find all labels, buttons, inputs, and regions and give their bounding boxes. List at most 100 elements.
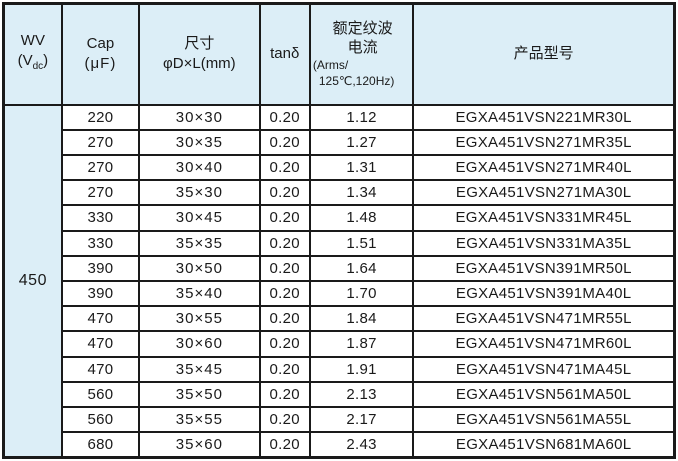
header-ripple-line4: 125℃,120Hz) xyxy=(318,74,395,89)
tan-delta-cell: 0.20 xyxy=(258,405,311,434)
ripple-current-cell: 1.12 xyxy=(308,103,415,131)
ripple-current-cell: 1.87 xyxy=(308,330,415,358)
part-number-cell: EGXA451VSN391MA40L xyxy=(412,279,676,308)
header-tan-label: tanδ xyxy=(270,45,300,63)
table-row: 470 35×45 0.20 1.91 EGXA451VSN471MA45L xyxy=(4,355,676,383)
capacitance-cell: 470 xyxy=(60,305,141,333)
ripple-current-cell: 1.64 xyxy=(308,254,415,282)
part-number-cell: EGXA451VSN271MR35L xyxy=(412,128,676,156)
capacitance-cell: 390 xyxy=(60,279,141,308)
table-row: 560 35×55 0.20 2.17 EGXA451VSN561MA55L xyxy=(4,405,676,434)
dimension-cell: 30×60 xyxy=(138,330,261,358)
ripple-current-cell: 1.34 xyxy=(308,179,415,207)
part-number-cell: EGXA451VSN471MR55L xyxy=(412,305,676,333)
capacitance-cell: 270 xyxy=(60,128,141,156)
dimension-cell: 30×55 xyxy=(138,305,261,333)
header-ripple: 额定纹波 电流 (Arms/ 125℃,120Hz) xyxy=(308,2,415,106)
table-row: 470 30×55 0.20 1.84 EGXA451VSN471MR55L xyxy=(4,305,676,333)
ripple-current-cell: 1.31 xyxy=(308,153,415,182)
header-wv-line2: (Vdc) xyxy=(17,52,49,73)
capacitance-cell: 270 xyxy=(60,179,141,207)
header-wv-line1: WV xyxy=(20,32,45,50)
table-row: 680 35×60 0.20 2.43 EGXA451VSN681MA60L xyxy=(4,431,676,459)
tan-delta-cell: 0.20 xyxy=(258,279,311,308)
table-row: 330 30×45 0.20 1.48 EGXA451VSN331MR45L xyxy=(4,204,676,232)
part-number-cell: EGXA451VSN561MA55L xyxy=(412,405,676,434)
tan-delta-cell: 0.20 xyxy=(258,254,311,282)
ripple-current-cell: 1.51 xyxy=(308,229,415,257)
header-cap-line1: Cap xyxy=(86,35,115,53)
tan-delta-cell: 0.20 xyxy=(258,128,311,156)
tan-delta-cell: 0.20 xyxy=(258,103,311,131)
dimension-cell: 30×30 xyxy=(138,103,261,131)
table-row: 450 220 30×30 0.20 1.12 EGXA451VSN221MR30L xyxy=(2,103,676,459)
ripple-current-cell: 1.84 xyxy=(308,305,415,333)
dimension-cell: 35×35 xyxy=(138,229,261,257)
header-size: 尺寸 φD×L(mm) xyxy=(138,2,261,106)
tan-delta-cell: 0.20 xyxy=(258,380,311,408)
tan-delta-cell: 0.20 xyxy=(258,305,311,333)
dimension-cell: 30×45 xyxy=(138,204,261,232)
header-model-label: 产品型号 xyxy=(513,45,574,63)
ripple-current-cell: 1.27 xyxy=(308,128,415,156)
capacitance-cell: 270 xyxy=(60,153,141,182)
dimension-cell: 35×40 xyxy=(138,279,261,308)
wv-voltage-cell: 450 xyxy=(2,103,63,459)
tan-delta-cell: 0.20 xyxy=(258,431,311,459)
table-row: 270 30×35 0.20 1.27 EGXA451VSN271MR35L xyxy=(4,128,676,156)
dimension-cell: 35×55 xyxy=(138,405,261,434)
table-row: 270 30×40 0.20 1.31 EGXA451VSN271MR40L xyxy=(4,153,676,182)
header-cap: Cap (μF) xyxy=(60,2,141,106)
tan-delta-cell: 0.20 xyxy=(258,355,311,383)
ripple-current-cell: 2.43 xyxy=(308,431,415,459)
part-number-cell: EGXA451VSN681MA60L xyxy=(412,431,676,459)
capacitance-cell: 220 xyxy=(60,103,141,131)
tan-delta-cell: 0.20 xyxy=(258,153,311,182)
capacitance-cell: 560 xyxy=(60,405,141,434)
tan-delta-cell: 0.20 xyxy=(258,229,311,257)
dimension-cell: 30×50 xyxy=(138,254,261,282)
header-ripple-line2: 电流 xyxy=(347,39,378,57)
header-ripple-line1: 额定纹波 xyxy=(332,20,393,38)
tan-delta-cell: 0.20 xyxy=(258,204,311,232)
table-row: 330 35×35 0.20 1.51 EGXA451VSN331MA35L xyxy=(4,229,676,257)
ripple-current-cell: 2.17 xyxy=(308,405,415,434)
ripple-current-cell: 1.91 xyxy=(308,355,415,383)
table-row: 390 30×50 0.20 1.64 EGXA451VSN391MR50L xyxy=(4,254,676,282)
capacitance-cell: 470 xyxy=(60,330,141,358)
header-ripple-content: 额定纹波 电流 (Arms/ 125℃,120Hz) xyxy=(312,6,411,103)
part-number-cell: EGXA451VSN471MA45L xyxy=(412,355,676,383)
header-size-line1: 尺寸 xyxy=(184,35,215,53)
header-cap-line2: (μF) xyxy=(84,55,117,73)
part-number-cell: EGXA451VSN391MR50L xyxy=(412,254,676,282)
tan-delta-cell: 0.20 xyxy=(258,330,311,358)
header-ripple-line3: (Arms/ xyxy=(312,58,349,73)
part-number-cell: EGXA451VSN471MR60L xyxy=(412,330,676,358)
table-row: 270 35×30 0.20 1.34 EGXA451VSN271MA30L xyxy=(4,179,676,207)
dimension-cell: 35×50 xyxy=(138,380,261,408)
part-number-cell: EGXA451VSN271MA30L xyxy=(412,179,676,207)
table-row: 390 35×40 0.20 1.70 EGXA451VSN391MA40L xyxy=(4,279,676,308)
header-row: WV (Vdc) Cap (μF) 尺寸 φD×L(mm) tanδ 额定纹波 xyxy=(2,2,676,106)
table-body: 450 220 30×30 0.20 1.12 EGXA451VSN221MR30L 270… xyxy=(2,103,676,459)
capacitance-cell: 330 xyxy=(60,229,141,257)
header-wv: WV (Vdc) xyxy=(2,2,63,106)
capacitance-cell: 330 xyxy=(60,204,141,232)
header-model: 产品型号 xyxy=(412,2,676,106)
capacitance-cell: 470 xyxy=(60,355,141,383)
part-number-cell: EGXA451VSN221MR30L xyxy=(412,103,676,131)
part-number-cell: EGXA451VSN561MA50L xyxy=(412,380,676,408)
capacitance-cell: 680 xyxy=(60,431,141,459)
capacitance-cell: 390 xyxy=(60,254,141,282)
capacitance-cell: 560 xyxy=(60,380,141,408)
dimension-cell: 35×30 xyxy=(138,179,261,207)
dimension-cell: 30×35 xyxy=(138,128,261,156)
ripple-current-cell: 2.13 xyxy=(308,380,415,408)
header-tan: tanδ xyxy=(258,2,311,106)
dimension-cell: 35×45 xyxy=(138,355,261,383)
part-number-cell: EGXA451VSN331MA35L xyxy=(412,229,676,257)
dimension-cell: 30×40 xyxy=(138,153,261,182)
header-size-line2: φD×L(mm) xyxy=(163,55,236,73)
